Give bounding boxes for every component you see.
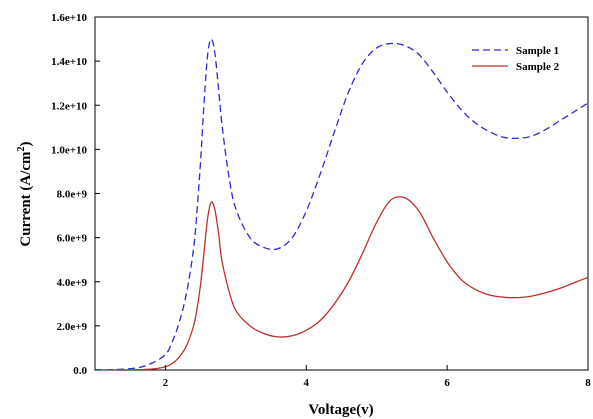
y-tick-label: 1.0e+10	[51, 144, 87, 156]
legend-label-1: Sample 1	[516, 45, 559, 57]
y-axis-title-superscript: 2	[16, 146, 27, 151]
series-line-1	[95, 38, 588, 370]
x-axis-ticks: 2 4 6 8	[163, 365, 591, 389]
legend: Sample 1 Sample 2	[472, 45, 560, 73]
y-tick-label: 6.0e+9	[57, 233, 88, 245]
y-tick-label: 0.0	[73, 365, 87, 377]
y-tick-label: 1.4e+10	[51, 56, 87, 68]
plot-border	[94, 16, 589, 371]
series-line-2	[95, 196, 588, 370]
y-tick-label: 4.0e+9	[57, 277, 88, 289]
plot-frame	[94, 16, 589, 371]
legend-label-2: Sample 2	[516, 61, 560, 73]
x-tick-label: 8	[585, 377, 591, 389]
y-tick-label: 8.0e+9	[57, 189, 88, 201]
series-layer	[95, 38, 588, 370]
y-tick-label: 1.2e+10	[51, 100, 87, 112]
x-tick-label: 2	[163, 377, 169, 389]
y-axis-title: Current (A/cm2)	[16, 141, 34, 246]
y-axis-title-close: )	[18, 141, 34, 146]
y-axis-title-main: Current (A/cm	[18, 151, 34, 247]
y-axis-ticks: 0.0 2.0e+9 4.0e+9 6.0e+9 8.0e+9 1.0e+10 1.2e+1…	[51, 12, 100, 377]
x-tick-label: 6	[444, 377, 450, 389]
x-axis-title: Voltage(v)	[308, 402, 373, 418]
x-tick-label: 4	[304, 377, 310, 389]
y-tick-label: 2.0e+9	[57, 321, 88, 333]
y-tick-label: 1.6e+10	[51, 12, 87, 24]
